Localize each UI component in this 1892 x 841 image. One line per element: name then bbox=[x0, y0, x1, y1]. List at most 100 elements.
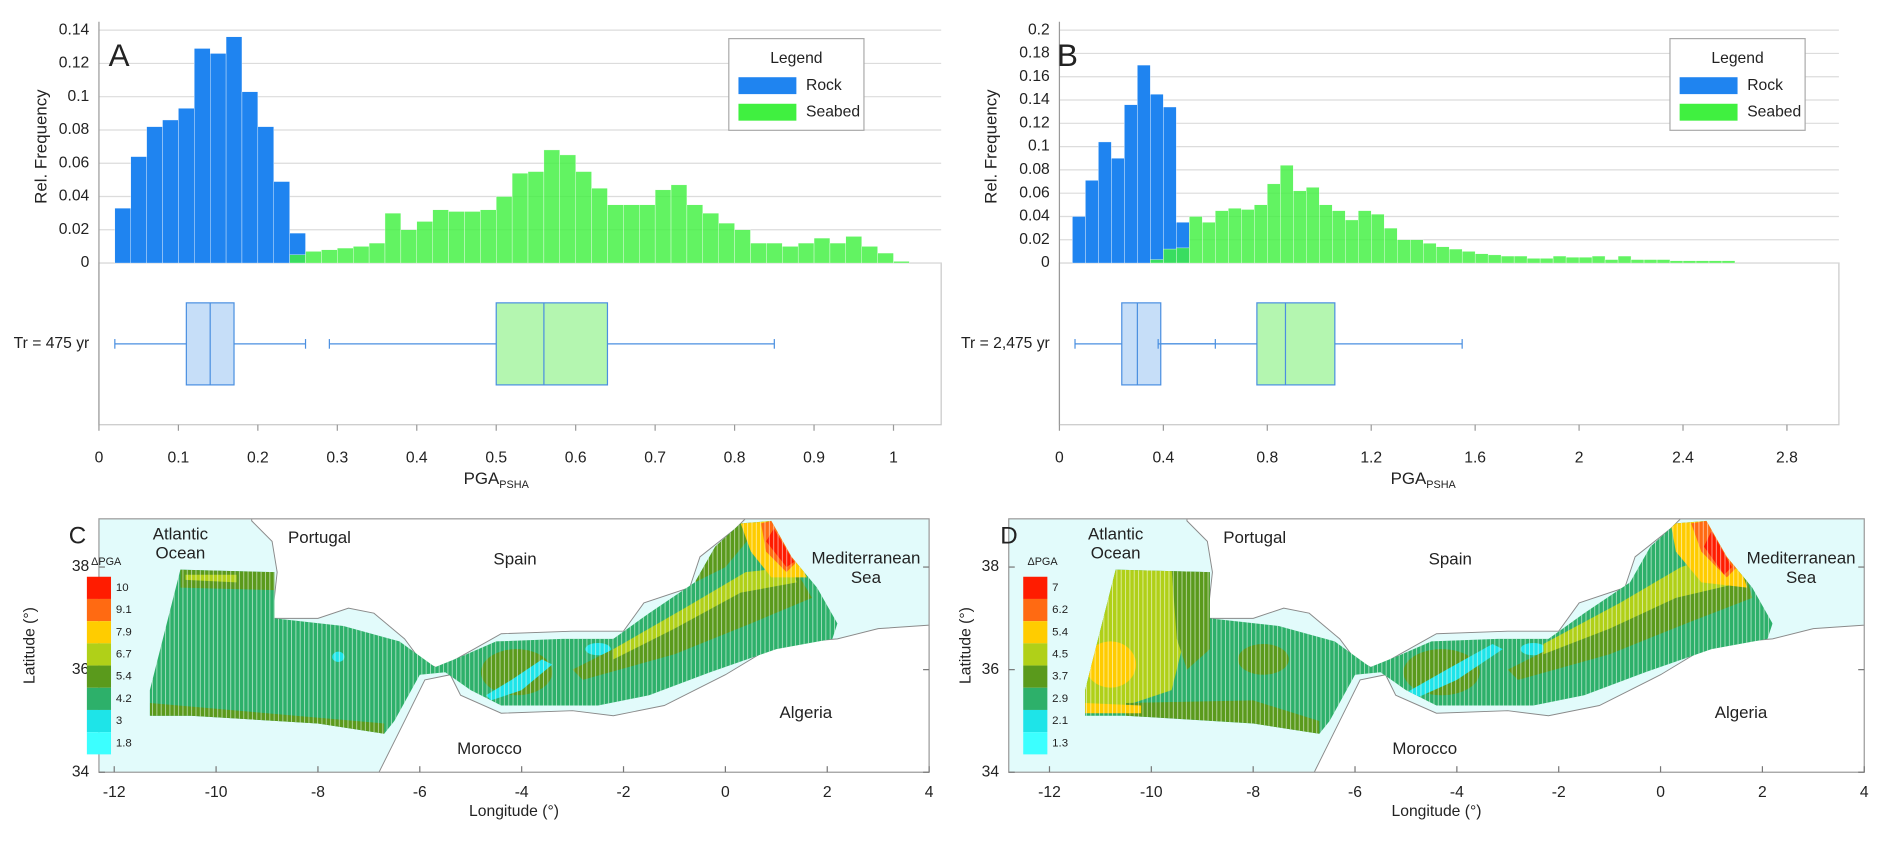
histogram-bar bbox=[861, 246, 878, 264]
y-tick-label: 0.14 bbox=[59, 21, 90, 38]
x-tick-label: -10 bbox=[205, 784, 228, 801]
histogram-bar bbox=[1604, 259, 1619, 264]
histogram-bar bbox=[1643, 259, 1658, 264]
colorbar-title: ΔPGA bbox=[91, 556, 122, 568]
histogram-bar bbox=[1332, 210, 1346, 264]
histogram-bar bbox=[702, 212, 719, 264]
histogram-bar bbox=[480, 209, 497, 264]
histogram-bar bbox=[1124, 104, 1138, 264]
histogram-bar bbox=[1072, 216, 1086, 264]
y-tick-label: 0.06 bbox=[59, 154, 90, 171]
x-tick-label: -12 bbox=[103, 784, 126, 801]
place-label-box: Atlantic Ocean bbox=[153, 524, 208, 563]
colorbar-label: 7.9 bbox=[116, 626, 132, 638]
place-label-box: Morocco bbox=[457, 738, 522, 757]
colorbar-label: 4.2 bbox=[116, 693, 132, 705]
histogram-bar bbox=[1721, 260, 1736, 264]
legend-label: Rock bbox=[806, 77, 842, 94]
histogram-bar bbox=[1202, 222, 1216, 264]
histogram-bar bbox=[194, 48, 211, 264]
y-tick-label: 38 bbox=[72, 558, 90, 575]
histogram-bar bbox=[1539, 258, 1554, 264]
colorbar-cell bbox=[1023, 732, 1048, 755]
y-tick-label: 0.02 bbox=[1019, 231, 1050, 248]
histogram-bar bbox=[797, 242, 815, 264]
x-axis-label-main: PGA bbox=[464, 470, 500, 489]
histogram-bar bbox=[1306, 187, 1320, 264]
x-tick-label: 2.4 bbox=[1672, 450, 1694, 467]
histogram-bar bbox=[734, 229, 751, 264]
x-axis-label-sub: PSHA bbox=[1426, 479, 1456, 491]
histogram-bar bbox=[575, 171, 592, 264]
x-tick-label: -6 bbox=[1348, 784, 1362, 801]
place-label: Morocco bbox=[1392, 738, 1458, 758]
place-label-box: Mediterranean Sea bbox=[811, 547, 921, 587]
histogram-bar bbox=[130, 156, 147, 264]
histogram-bar bbox=[1682, 260, 1697, 264]
histogram-bar bbox=[1423, 243, 1437, 264]
x-tick-label: -12 bbox=[1038, 784, 1061, 801]
x-tick-label: -4 bbox=[515, 784, 529, 801]
histogram-bar bbox=[1150, 259, 1164, 264]
colorbar-cell bbox=[1023, 598, 1048, 622]
place-label-box: Portugal bbox=[288, 527, 351, 546]
y-tick-label: 0.2 bbox=[1028, 21, 1050, 38]
histogram-bar bbox=[686, 204, 703, 264]
colorbar-label: 5.4 bbox=[116, 671, 133, 683]
colorbar-cell bbox=[1023, 643, 1048, 666]
histogram-bar bbox=[1163, 248, 1177, 264]
map-frame bbox=[1008, 518, 1865, 773]
colorbar-cell bbox=[1023, 665, 1048, 688]
y-axis-label: Latitude (°) bbox=[958, 607, 975, 684]
histogram-bar bbox=[114, 207, 131, 264]
x-tick-label: 0.3 bbox=[326, 450, 348, 467]
x-tick-label: 0 bbox=[1656, 784, 1665, 801]
colorbar-label: 2.9 bbox=[1052, 693, 1068, 705]
box bbox=[1121, 302, 1162, 386]
histogram-bar bbox=[1345, 219, 1359, 264]
colorbar-label: 3.7 bbox=[1052, 671, 1068, 683]
x-tick-label: 0.9 bbox=[803, 450, 825, 467]
histogram-bar bbox=[782, 246, 799, 264]
x-tick-label: 0.2 bbox=[247, 450, 269, 467]
boxplot-label: Tr = 475 yr bbox=[14, 335, 90, 352]
colorbar-cell bbox=[86, 598, 112, 622]
histogram-bar bbox=[623, 204, 640, 264]
place-label: Spain bbox=[1428, 548, 1472, 568]
x-tick-label: 1 bbox=[889, 450, 898, 467]
x-tick-label: 2 bbox=[823, 784, 832, 801]
histogram-bar bbox=[1656, 259, 1671, 264]
histogram-bar bbox=[1163, 106, 1177, 264]
panel-label: D bbox=[1000, 522, 1017, 549]
histogram-bar bbox=[1461, 251, 1476, 264]
x-tick-label: 4 bbox=[925, 784, 934, 801]
box bbox=[495, 302, 609, 386]
histogram-bar bbox=[225, 36, 243, 264]
y-tick-label: 0.02 bbox=[59, 221, 90, 238]
histogram-bar bbox=[1228, 208, 1242, 264]
histogram-bar bbox=[384, 212, 402, 264]
place-label: Mediterranean Sea bbox=[811, 547, 921, 587]
histogram-bar bbox=[877, 252, 894, 264]
x-tick-label: 2 bbox=[1758, 784, 1767, 801]
histogram-bar bbox=[1669, 260, 1684, 264]
y-tick-label: 0.12 bbox=[1019, 114, 1050, 131]
x-tick-label: 2 bbox=[1575, 450, 1584, 467]
y-tick-label: 0.08 bbox=[59, 121, 90, 138]
land bbox=[1313, 624, 1865, 773]
y-tick-label: 0.04 bbox=[1019, 208, 1050, 225]
x-tick-label: -4 bbox=[1450, 784, 1464, 801]
grid-stripes bbox=[149, 520, 838, 734]
histogram-bar bbox=[607, 204, 624, 264]
histogram-bar bbox=[1435, 246, 1450, 264]
histogram-bar bbox=[1280, 165, 1294, 264]
colorbar-cell bbox=[86, 687, 112, 710]
place-label: Algeria bbox=[779, 702, 833, 722]
colorbar-cell bbox=[1023, 709, 1048, 733]
x-tick-label: 0.8 bbox=[724, 450, 746, 467]
colorbar-cell bbox=[1023, 621, 1048, 644]
x-tick-label: 1.2 bbox=[1360, 450, 1382, 467]
histogram-bar bbox=[1176, 247, 1190, 264]
